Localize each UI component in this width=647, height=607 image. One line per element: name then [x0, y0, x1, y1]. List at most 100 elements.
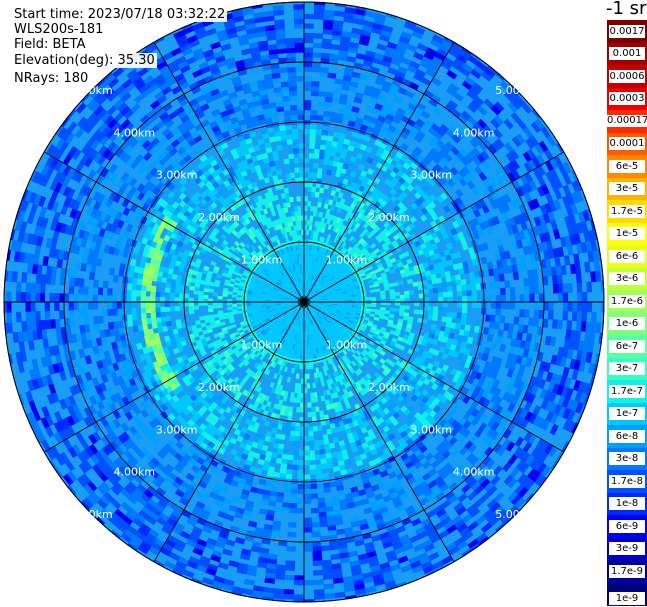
range-gate-cell — [376, 3, 389, 12]
range-gate-cell — [446, 316, 453, 323]
range-gate-cell — [410, 4, 423, 13]
range-gate-cell — [294, 431, 300, 437]
range-gate-cell — [303, 579, 315, 586]
range-gate-cell — [407, 13, 420, 22]
range-gate-cell — [341, 236, 348, 243]
range-gate-cell — [556, 319, 563, 330]
range-gate-cell — [299, 431, 305, 437]
range-gate-cell — [279, 409, 286, 416]
range-gate-cell — [594, 217, 603, 230]
range-gate-cell — [111, 543, 124, 555]
range-gate-cell — [303, 66, 313, 72]
range-gate-cell — [564, 455, 575, 468]
range-gate-cell — [549, 106, 561, 119]
range-gate-cell — [313, 579, 325, 586]
range-gate-cell — [453, 92, 464, 102]
range-gate-cell — [186, 586, 200, 596]
range-gate-cell — [289, 430, 296, 437]
range-gate-cell — [490, 301, 497, 309]
range-gate-cell — [407, 582, 420, 591]
range-gate-cell — [513, 316, 520, 325]
range-gate-cell — [318, 511, 327, 518]
range-gate-cell — [312, 52, 322, 59]
range-gate-cell — [584, 186, 593, 199]
range-gate-cell — [290, 483, 298, 490]
range-gate-cell — [462, 301, 468, 308]
range-gate-cell — [329, 481, 337, 488]
range-gate-cell — [329, 544, 339, 551]
range-gate-cell — [577, 292, 583, 303]
range-gate-cell — [303, 52, 313, 58]
range-gate-cell — [462, 23, 475, 34]
range-gate-cell — [323, 487, 331, 494]
range-gate-cell — [129, 556, 142, 567]
range-gate-cell — [307, 186, 313, 193]
range-gate-cell — [597, 227, 604, 240]
range-gate-cell — [183, 595, 196, 602]
range-gate-cell — [387, 6, 400, 15]
range-gate-cell — [319, 71, 329, 78]
range-gate-cell — [320, 52, 331, 59]
range-gate-cell — [478, 39, 491, 50]
range-gate-cell — [553, 103, 565, 117]
range-gate-cell — [534, 301, 540, 311]
range-gate-cell — [524, 293, 530, 303]
range-gate-cell — [285, 430, 291, 436]
range-gate-cell — [303, 13, 315, 20]
range-gate-cell — [461, 307, 468, 314]
range-gate-cell — [313, 589, 325, 595]
range-gate-cell — [519, 309, 525, 318]
range-gate-cell — [557, 292, 564, 303]
range-gate-cell — [420, 8, 434, 18]
range-gate-cell — [492, 55, 505, 67]
range-gate-cell — [397, 280, 404, 286]
range-gate-cell — [581, 291, 588, 303]
range-gate-cell — [266, 470, 275, 478]
range-gate-cell — [311, 517, 320, 523]
range-gate-cell — [306, 383, 311, 389]
range-gate-cell — [312, 555, 323, 562]
range-gate-cell — [584, 405, 593, 418]
range-gate-cell — [466, 284, 472, 291]
range-gate-cell — [275, 496, 284, 503]
range-gate-cell — [323, 9, 335, 16]
range-gate-cell — [457, 31, 470, 42]
range-gate-cell — [432, 7, 446, 18]
range-gate-cell — [272, 442, 280, 449]
range-gate-cell — [496, 335, 503, 345]
range-gate-cell — [166, 577, 180, 588]
range-gate-cell — [500, 301, 506, 310]
range-gate-cell — [599, 237, 604, 250]
range-gate-cell — [497, 329, 504, 338]
range-gate-cell — [543, 301, 550, 311]
range-gate-cell — [312, 425, 318, 432]
range-gate-cell — [576, 282, 583, 293]
range-gate-cell — [584, 174, 594, 188]
range-gate-cell — [509, 287, 516, 296]
range-gate-cell — [404, 298, 410, 303]
range-gate-cell — [50, 496, 62, 509]
range-gate-cell — [294, 575, 305, 581]
range-gate-cell — [309, 469, 317, 475]
range-gate-cell — [311, 522, 320, 528]
range-gate-cell — [571, 311, 578, 322]
range-gate-cell — [328, 442, 336, 449]
range-gate-cell — [398, 311, 405, 317]
range-gate-cell — [572, 301, 578, 312]
range-gate-cell — [330, 553, 341, 561]
range-gate-cell — [332, 436, 340, 444]
range-gate-cell — [364, 145, 373, 154]
range-gate-cell — [389, 307, 396, 312]
range-gate-cell — [327, 72, 337, 79]
range-gate-cell — [599, 376, 604, 389]
range-gate-cell — [72, 521, 85, 534]
range-gate-cell — [303, 76, 313, 82]
range-gate-cell — [403, 290, 410, 296]
range-gate-cell — [416, 130, 426, 140]
range-gate-cell — [318, 153, 325, 160]
range-gate-cell — [299, 416, 305, 423]
range-gate-cell — [320, 463, 328, 470]
range-gate-cell — [290, 392, 295, 398]
range-gate-cell — [574, 330, 582, 341]
range-gate-cell — [390, 298, 396, 303]
